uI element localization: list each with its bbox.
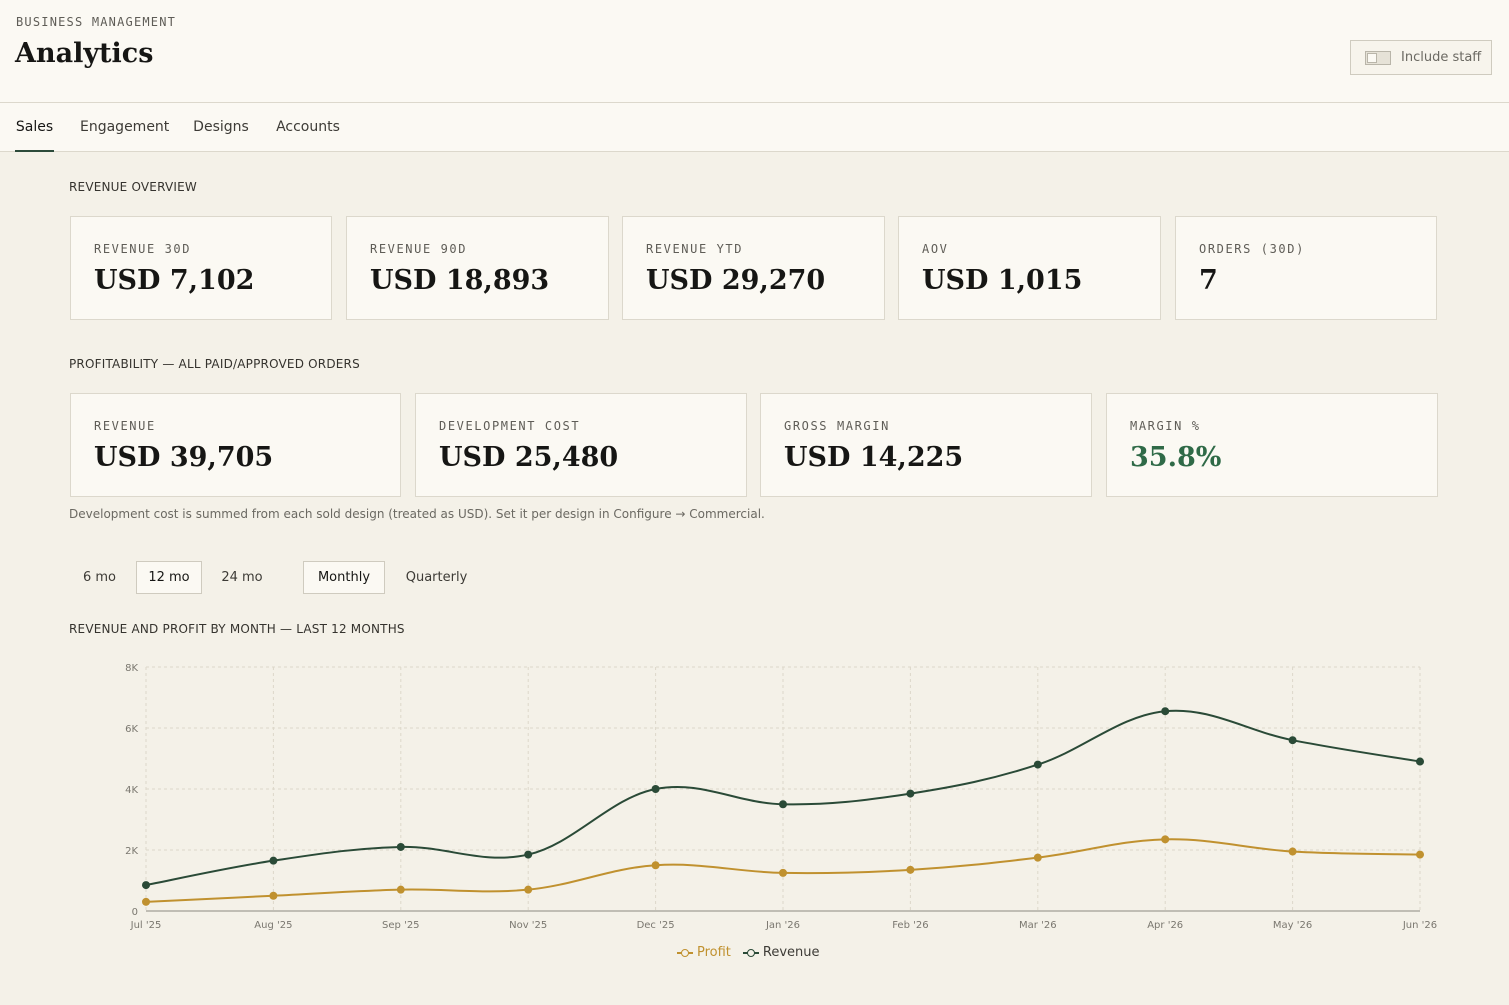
x-tick-label: Jun '26 bbox=[1402, 920, 1437, 931]
include-staff-toggle[interactable]: Include staff bbox=[1350, 40, 1492, 75]
revenue-data-point bbox=[1161, 707, 1170, 716]
chart-title: REVENUE AND PROFIT BY MONTH — LAST 12 MO… bbox=[69, 622, 405, 636]
chart-legend: Profit Revenue bbox=[677, 945, 820, 960]
y-tick-label: 4K bbox=[125, 785, 138, 796]
profit-data-point bbox=[779, 868, 787, 877]
kpi-label: REVENUE YTD bbox=[646, 242, 744, 256]
profit-card-development-cost: DEVELOPMENT COST USD 25,480 bbox=[415, 393, 747, 497]
profit-card-gross-margin: GROSS MARGIN USD 14,225 bbox=[760, 393, 1092, 497]
tab-designs[interactable]: Designs bbox=[193, 119, 249, 135]
revenue-overview-heading: REVENUE OVERVIEW bbox=[69, 180, 197, 194]
revenue-data-point bbox=[524, 850, 533, 859]
granularity-monthly-button[interactable]: Monthly bbox=[303, 561, 385, 594]
kpi-label: REVENUE bbox=[94, 419, 156, 433]
x-tick-label: May '26 bbox=[1273, 920, 1312, 931]
kpi-label: AOV bbox=[922, 242, 949, 256]
x-tick-label: Sep '25 bbox=[382, 920, 420, 931]
legend-item-profit[interactable]: Profit bbox=[677, 945, 731, 960]
legend-label: Revenue bbox=[762, 945, 820, 960]
revenue-data-point bbox=[1033, 760, 1042, 769]
profit-data-point bbox=[1033, 853, 1042, 862]
profit-data-point bbox=[396, 885, 405, 894]
kpi-value: USD 18,893 bbox=[370, 265, 550, 296]
x-tick-label: Feb '26 bbox=[892, 920, 928, 931]
kpi-label: GROSS MARGIN bbox=[784, 419, 890, 433]
kpi-card-revenue-90d: REVENUE 90D USD 18,893 bbox=[346, 216, 609, 320]
kpi-value: USD 29,270 bbox=[646, 265, 826, 296]
tab-accounts[interactable]: Accounts bbox=[276, 119, 340, 135]
range-6mo-button[interactable]: 6 mo bbox=[82, 570, 117, 585]
profit-data-point bbox=[1416, 850, 1424, 859]
kpi-label: DEVELOPMENT COST bbox=[439, 419, 581, 433]
kpi-label: REVENUE 90D bbox=[370, 242, 468, 256]
profit-data-point bbox=[524, 885, 533, 894]
revenue-profit-line-chart: 0 2K 4K 6K 8K Jul '25 Aug '25 Sep '25 Nov '25 Dec… bbox=[125, 663, 1437, 931]
profit-data-point bbox=[906, 865, 915, 874]
tab-engagement[interactable]: Engagement bbox=[80, 119, 170, 135]
x-tick-label: Mar '26 bbox=[1019, 920, 1057, 931]
legend-line-icon bbox=[742, 948, 759, 958]
revenue-data-point bbox=[651, 785, 660, 793]
range-12mo-button[interactable]: 12 mo bbox=[136, 561, 202, 594]
kpi-value: USD 14,225 bbox=[784, 442, 964, 473]
kpi-label: ORDERS (30D) bbox=[1199, 242, 1305, 256]
kpi-card-revenue-30d: REVENUE 30D USD 7,102 bbox=[70, 216, 332, 320]
toggle-switch-icon[interactable] bbox=[1365, 50, 1391, 65]
range-24mo-button[interactable]: 24 mo bbox=[221, 570, 263, 585]
include-staff-label: Include staff bbox=[1401, 50, 1482, 65]
revenue-data-point bbox=[269, 856, 278, 865]
x-tick-label: Jan '26 bbox=[765, 920, 800, 931]
y-tick-label: 0 bbox=[132, 907, 138, 918]
page-title: Analytics bbox=[15, 38, 154, 69]
tab-bar: Sales Engagement Designs Accounts bbox=[0, 103, 1509, 152]
toggle-knob bbox=[1367, 52, 1377, 63]
profit-card-revenue: REVENUE USD 39,705 bbox=[70, 393, 401, 497]
kpi-value: USD 25,480 bbox=[439, 442, 619, 473]
profitability-heading: PROFITABILITY — ALL PAID/APPROVED ORDERS bbox=[69, 357, 360, 371]
legend-line-icon bbox=[677, 948, 693, 958]
kpi-value: USD 7,102 bbox=[94, 265, 255, 296]
revenue-data-point bbox=[906, 789, 915, 798]
development-cost-note: Development cost is summed from each sol… bbox=[69, 507, 765, 521]
revenue-data-point bbox=[1416, 757, 1424, 766]
revenue-data-point bbox=[396, 842, 405, 851]
x-tick-label: Apr '26 bbox=[1147, 920, 1183, 931]
profit-data-point bbox=[651, 861, 660, 870]
profit-data-point bbox=[142, 897, 150, 906]
x-tick-label: Dec '25 bbox=[637, 920, 675, 931]
legend-item-revenue[interactable]: Revenue bbox=[742, 945, 820, 960]
y-tick-label: 8K bbox=[125, 663, 138, 674]
revenue-data-point bbox=[779, 800, 787, 809]
x-tick-label: Aug '25 bbox=[254, 920, 292, 931]
kpi-value: 7 bbox=[1199, 265, 1218, 296]
kpi-card-aov: AOV USD 1,015 bbox=[898, 216, 1161, 320]
profit-data-point bbox=[269, 891, 278, 900]
kpi-card-orders-30d: ORDERS (30D) 7 bbox=[1175, 216, 1437, 320]
profit-card-margin-percent: MARGIN % 35.8% bbox=[1106, 393, 1438, 497]
legend-label: Profit bbox=[697, 945, 731, 960]
kpi-value: USD 1,015 bbox=[922, 265, 1083, 296]
page-eyebrow: BUSINESS MANAGEMENT bbox=[16, 15, 177, 29]
kpi-card-revenue-ytd: REVENUE YTD USD 29,270 bbox=[622, 216, 885, 320]
profit-data-point bbox=[1288, 847, 1297, 856]
x-tick-label: Jul '25 bbox=[130, 920, 162, 931]
kpi-label: MARGIN % bbox=[1130, 419, 1201, 433]
revenue-data-point bbox=[1288, 736, 1297, 745]
page-header: BUSINESS MANAGEMENT Analytics Include st… bbox=[0, 0, 1509, 103]
y-tick-label: 2K bbox=[125, 846, 138, 857]
revenue-series-line bbox=[145, 709, 1421, 887]
granularity-quarterly-button[interactable]: Quarterly bbox=[405, 570, 468, 585]
kpi-label: REVENUE 30D bbox=[94, 242, 192, 256]
kpi-value: 35.8% bbox=[1130, 442, 1222, 473]
profit-data-point bbox=[1161, 835, 1170, 844]
y-tick-label: 6K bbox=[125, 724, 138, 735]
x-tick-label: Nov '25 bbox=[509, 920, 547, 931]
revenue-data-point bbox=[142, 881, 150, 890]
kpi-value: USD 39,705 bbox=[94, 442, 274, 473]
tab-sales[interactable]: Sales bbox=[15, 103, 54, 152]
